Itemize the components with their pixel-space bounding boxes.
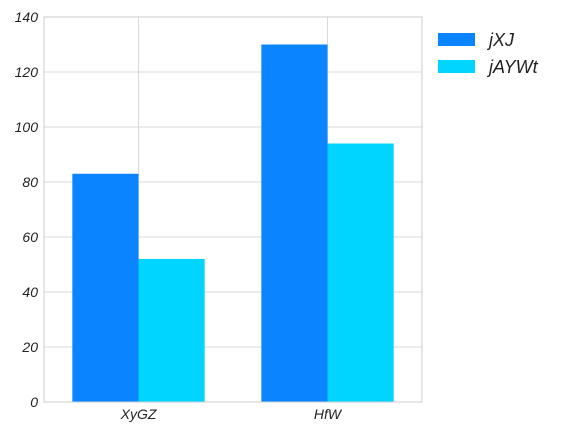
legend-swatch bbox=[438, 33, 475, 46]
y-tick-label: 20 bbox=[21, 339, 38, 355]
legend-label: jAYWt bbox=[486, 57, 539, 77]
bar bbox=[138, 259, 205, 402]
y-tick-label: 100 bbox=[15, 119, 39, 135]
bar bbox=[327, 143, 394, 402]
bars bbox=[72, 44, 394, 402]
x-tick-label: HfW bbox=[314, 406, 343, 422]
bar bbox=[72, 173, 139, 402]
y-tick-label: 80 bbox=[22, 174, 38, 190]
x-axis-tick-labels: XyGZ HfW bbox=[120, 406, 343, 422]
y-tick-label: 140 bbox=[15, 9, 39, 25]
x-tick-label: XyGZ bbox=[120, 406, 157, 422]
legend-label: jXJ bbox=[486, 30, 515, 50]
y-axis-tick-labels: 0 20 40 60 80 100 120 140 bbox=[15, 9, 39, 410]
legend: jXJ jAYWt bbox=[438, 30, 539, 77]
bar bbox=[261, 44, 328, 402]
y-tick-label: 120 bbox=[15, 64, 39, 80]
y-tick-label: 60 bbox=[22, 229, 38, 245]
legend-swatch bbox=[438, 60, 475, 73]
y-tick-label: 40 bbox=[22, 284, 38, 300]
y-tick-label: 0 bbox=[30, 394, 38, 410]
plot-area-frame bbox=[43, 16, 423, 403]
